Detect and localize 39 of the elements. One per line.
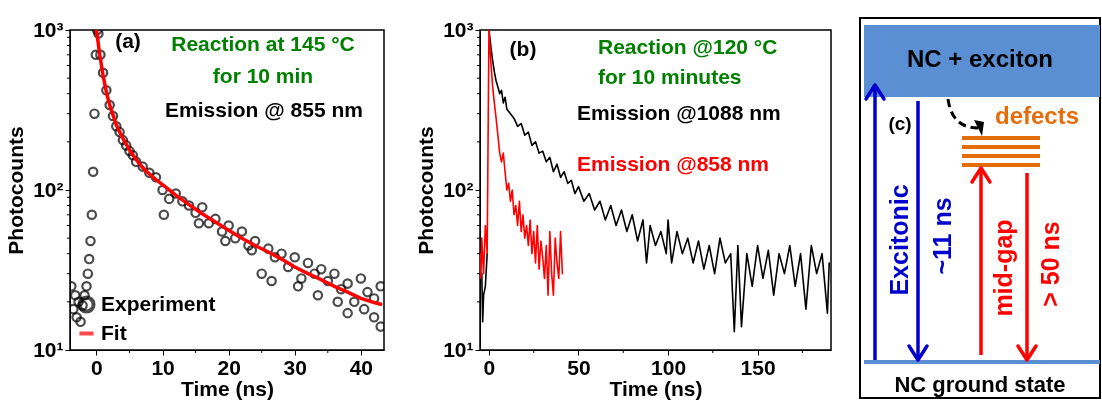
annotation: (b): [509, 37, 537, 60]
x-tick-label: 150: [740, 355, 776, 379]
annotation: Emission @ 855 nm: [165, 98, 363, 121]
x-tick-label: 10: [151, 355, 175, 379]
text: Excitonic: [885, 184, 913, 296]
legend-label: Fit: [101, 320, 127, 344]
text: mid-gap: [989, 219, 1017, 317]
text: Emission @1088 nm: [577, 101, 781, 124]
y-axis-title: Photocounts: [4, 126, 28, 255]
text: ~11 ns: [928, 197, 956, 275]
x-axis-title: Time (ns): [181, 376, 274, 400]
y-axis-title: Photocounts: [414, 126, 438, 255]
x-tick-label: 20: [217, 355, 241, 379]
y-tick-label: 10³: [443, 17, 474, 41]
x-tick-label: 0: [91, 355, 103, 379]
annotation: (a): [115, 29, 141, 52]
y-tick-label: 10²: [33, 177, 64, 201]
text: Emission @858 nm: [577, 152, 770, 175]
line-series: [480, 30, 564, 297]
text: NC + exciton: [906, 44, 1054, 72]
y-tick-label: 10¹: [443, 337, 474, 361]
annotation: for 10 minutes: [598, 65, 742, 88]
y-tick-label: 10¹: [33, 337, 64, 361]
annotation: Reaction @120 °C: [598, 35, 778, 58]
text: NC ground state: [894, 371, 1066, 397]
x-tick-label: 40: [349, 355, 374, 379]
x-axis-title: Time (ns): [609, 376, 703, 400]
y-tick-label: 10²: [443, 177, 474, 201]
x-tick-label: 30: [283, 355, 307, 379]
text: defects: [994, 101, 1080, 129]
x-tick-label: 100: [651, 355, 687, 379]
text: (c): [888, 112, 912, 134]
x-tick-label: 50: [567, 355, 591, 379]
text: > 50 ns: [1036, 221, 1064, 307]
legend-label: Experiment: [101, 291, 216, 315]
x-tick-label: 0: [483, 355, 496, 379]
annotation: for 10 min: [212, 64, 314, 87]
y-tick-label: 10³: [33, 17, 64, 41]
annotation: Reaction at 145 °C: [171, 32, 355, 55]
